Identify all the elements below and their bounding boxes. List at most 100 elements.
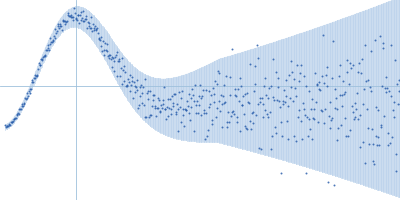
Point xyxy=(302,114,308,117)
Point xyxy=(48,40,54,43)
Point xyxy=(39,57,46,61)
Point xyxy=(262,76,268,80)
Point xyxy=(269,134,275,137)
Point xyxy=(318,109,324,112)
Point xyxy=(181,124,187,127)
Point xyxy=(154,106,160,109)
Point xyxy=(16,107,23,110)
Point xyxy=(100,39,106,43)
Point xyxy=(160,98,166,101)
Point xyxy=(158,104,164,107)
Point xyxy=(141,103,147,106)
Point xyxy=(135,107,141,110)
Point xyxy=(226,75,233,78)
Point xyxy=(96,37,102,40)
Point xyxy=(220,83,227,86)
Point xyxy=(362,43,368,46)
Point xyxy=(167,107,174,111)
Point xyxy=(77,14,83,17)
Point xyxy=(142,77,148,80)
Point xyxy=(316,87,323,90)
Point xyxy=(196,104,202,107)
Point xyxy=(160,103,166,106)
Point xyxy=(113,53,119,57)
Point xyxy=(164,105,170,108)
Point xyxy=(18,103,25,106)
Point xyxy=(40,55,46,59)
Point xyxy=(190,129,197,132)
Point xyxy=(228,114,234,118)
Point xyxy=(150,98,156,101)
Point xyxy=(372,105,379,108)
Point xyxy=(243,127,249,130)
Point xyxy=(144,92,150,95)
Point xyxy=(336,74,342,77)
Point xyxy=(266,111,273,114)
Point xyxy=(334,107,340,111)
Point xyxy=(349,104,355,107)
Point xyxy=(261,85,267,88)
Point xyxy=(172,110,179,114)
Point xyxy=(394,82,400,86)
Point xyxy=(127,89,134,93)
Point xyxy=(98,44,105,47)
Point xyxy=(22,96,28,100)
Point xyxy=(15,111,21,115)
Point xyxy=(209,122,216,125)
Point xyxy=(109,65,116,68)
Point xyxy=(30,81,36,84)
Point xyxy=(56,24,63,27)
Point xyxy=(332,87,338,90)
Point xyxy=(246,63,253,66)
Point xyxy=(370,142,376,145)
Point xyxy=(37,64,44,67)
Point xyxy=(56,27,62,30)
Point xyxy=(294,63,300,66)
Point xyxy=(248,127,254,130)
Point xyxy=(116,57,122,60)
Point xyxy=(218,93,224,97)
Point xyxy=(256,147,262,150)
Point xyxy=(3,125,10,128)
Point xyxy=(136,85,143,89)
Point xyxy=(144,89,151,92)
Point xyxy=(386,89,392,92)
Point xyxy=(256,100,263,103)
Point xyxy=(55,23,62,26)
Point xyxy=(123,84,129,88)
Point xyxy=(60,20,66,23)
Point xyxy=(112,55,118,58)
Point xyxy=(206,90,212,93)
Point xyxy=(33,74,39,78)
Point xyxy=(360,141,366,144)
Point xyxy=(132,84,138,88)
Point xyxy=(303,172,310,175)
Point xyxy=(308,107,314,110)
Point xyxy=(171,92,177,95)
Point xyxy=(175,130,182,133)
Point xyxy=(249,112,255,115)
Point xyxy=(328,119,334,122)
Point xyxy=(295,80,302,83)
Point xyxy=(24,96,30,99)
Point xyxy=(67,13,74,17)
Point xyxy=(180,113,186,117)
Point xyxy=(172,92,178,95)
Point xyxy=(320,121,327,124)
Point xyxy=(184,105,191,108)
Point xyxy=(122,71,128,74)
Point xyxy=(392,59,398,62)
Point xyxy=(348,67,354,70)
Point xyxy=(25,94,31,97)
Point xyxy=(97,39,103,42)
Point xyxy=(6,123,12,127)
Point xyxy=(272,132,279,135)
Point xyxy=(285,137,292,141)
Point xyxy=(316,81,322,84)
Point xyxy=(395,89,400,92)
Point xyxy=(53,31,59,34)
Point xyxy=(92,25,98,28)
Point xyxy=(351,118,357,121)
Point xyxy=(73,17,80,20)
Point xyxy=(88,27,94,30)
